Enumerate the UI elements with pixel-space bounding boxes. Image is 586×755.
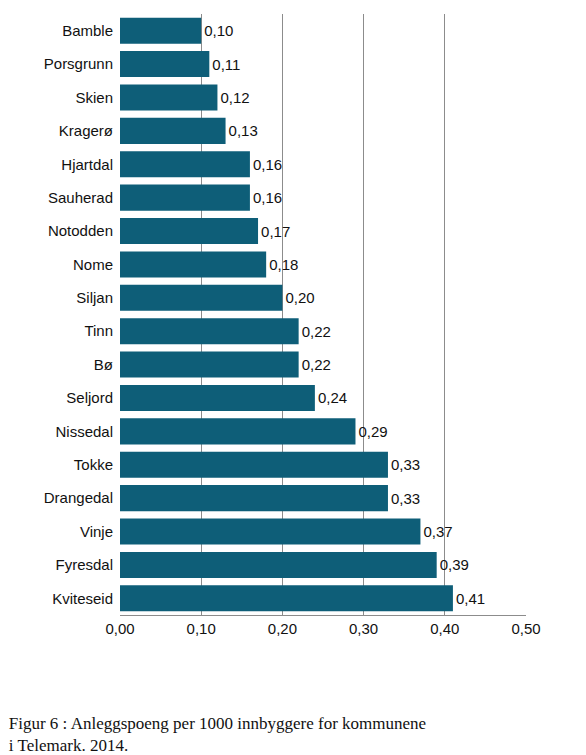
- svg-text:0,17: 0,17: [261, 223, 290, 240]
- svg-text:0,20: 0,20: [268, 620, 297, 637]
- svg-text:0,10: 0,10: [204, 22, 233, 39]
- svg-text:0,24: 0,24: [318, 389, 347, 406]
- svg-text:0,30: 0,30: [349, 620, 378, 637]
- svg-text:0,12: 0,12: [220, 89, 249, 106]
- svg-text:0,39: 0,39: [440, 556, 469, 573]
- svg-text:0,18: 0,18: [269, 256, 298, 273]
- svg-text:0,33: 0,33: [391, 490, 420, 507]
- svg-text:0,37: 0,37: [423, 523, 452, 540]
- svg-text:0,33: 0,33: [391, 456, 420, 473]
- svg-text:Tinn: Tinn: [84, 322, 113, 339]
- svg-text:0,16: 0,16: [253, 156, 282, 173]
- svg-text:Bamble: Bamble: [62, 22, 113, 39]
- svg-text:Kviteseid: Kviteseid: [52, 590, 113, 607]
- svg-text:0,16: 0,16: [253, 189, 282, 206]
- svg-text:Seljord: Seljord: [66, 389, 113, 406]
- svg-text:0,40: 0,40: [430, 620, 459, 637]
- svg-text:Nome: Nome: [73, 256, 113, 273]
- svg-text:0,00: 0,00: [105, 620, 134, 637]
- svg-text:0,50: 0,50: [511, 620, 540, 637]
- svg-text:Vinje: Vinje: [80, 523, 113, 540]
- svg-text:Sauherad: Sauherad: [48, 189, 113, 206]
- svg-text:Siljan: Siljan: [76, 289, 113, 306]
- svg-text:0,22: 0,22: [302, 323, 331, 340]
- svg-text:Drangedal: Drangedal: [44, 489, 113, 506]
- svg-text:Fyresdal: Fyresdal: [55, 556, 113, 573]
- svg-text:0,29: 0,29: [358, 423, 387, 440]
- svg-text:0,13: 0,13: [229, 122, 258, 139]
- svg-text:Porsgrunn: Porsgrunn: [44, 55, 113, 72]
- svg-text:Figur 6 : Anleggspoeng per 100: Figur 6 : Anleggspoeng per 1000 innbygge…: [9, 714, 426, 755]
- svg-text:Notodden: Notodden: [48, 222, 113, 239]
- svg-text:Tokke: Tokke: [74, 456, 113, 473]
- svg-text:0,20: 0,20: [285, 289, 314, 306]
- svg-text:Skien: Skien: [75, 89, 113, 106]
- svg-text:Hjartdal: Hjartdal: [61, 156, 113, 173]
- svg-text:Kragerø: Kragerø: [59, 122, 113, 139]
- svg-text:Nissedal: Nissedal: [55, 423, 113, 440]
- svg-text:0,10: 0,10: [187, 620, 216, 637]
- svg-text:0,11: 0,11: [212, 56, 240, 73]
- svg-text:0,22: 0,22: [302, 356, 331, 373]
- svg-text:0,41: 0,41: [456, 590, 485, 607]
- svg-text:Bø: Bø: [94, 356, 113, 373]
